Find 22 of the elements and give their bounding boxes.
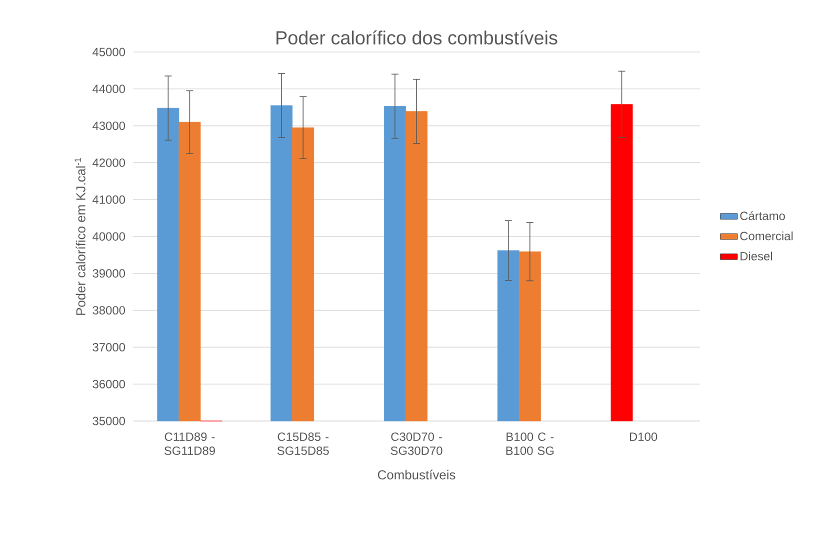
legend-label: Diesel: [740, 252, 772, 260]
x-tick-label: C15D85 - SG15D85: [277, 432, 329, 455]
x-tick-label: B100 C - B100 SG: [506, 432, 554, 455]
y-tick-label: 42000: [92, 158, 126, 167]
y-tick-label: 35000: [92, 416, 126, 426]
y-tick-label: 37000: [92, 342, 126, 352]
y-tick-label: 43000: [92, 122, 126, 130]
y-tick-label: 36000: [92, 380, 126, 388]
x-tick-label: C11D89 - SG11D89: [164, 432, 215, 455]
legend-label: Cártamo: [740, 211, 785, 220]
chart-title: Poder calorífico dos combustíveis: [276, 30, 558, 44]
y-tick-label: 44000: [92, 84, 126, 94]
x-tick-label: C30D70 - SG30D70: [390, 432, 442, 455]
y-tick-label: 39000: [92, 269, 126, 278]
y-tick-label: 40000: [92, 232, 126, 241]
y-axis-title: Poder calorífico em KJ.cal$^{-1}$: [74, 158, 86, 315]
y-tick-label: 38000: [92, 306, 126, 315]
x-axis-title: Combustíveis: [378, 470, 456, 480]
y-tick-label: 41000: [92, 195, 126, 204]
x-tick-label: D100: [630, 432, 658, 441]
y-tick-label: 45000: [92, 48, 126, 56]
legend-label: Comercial: [740, 231, 793, 240]
